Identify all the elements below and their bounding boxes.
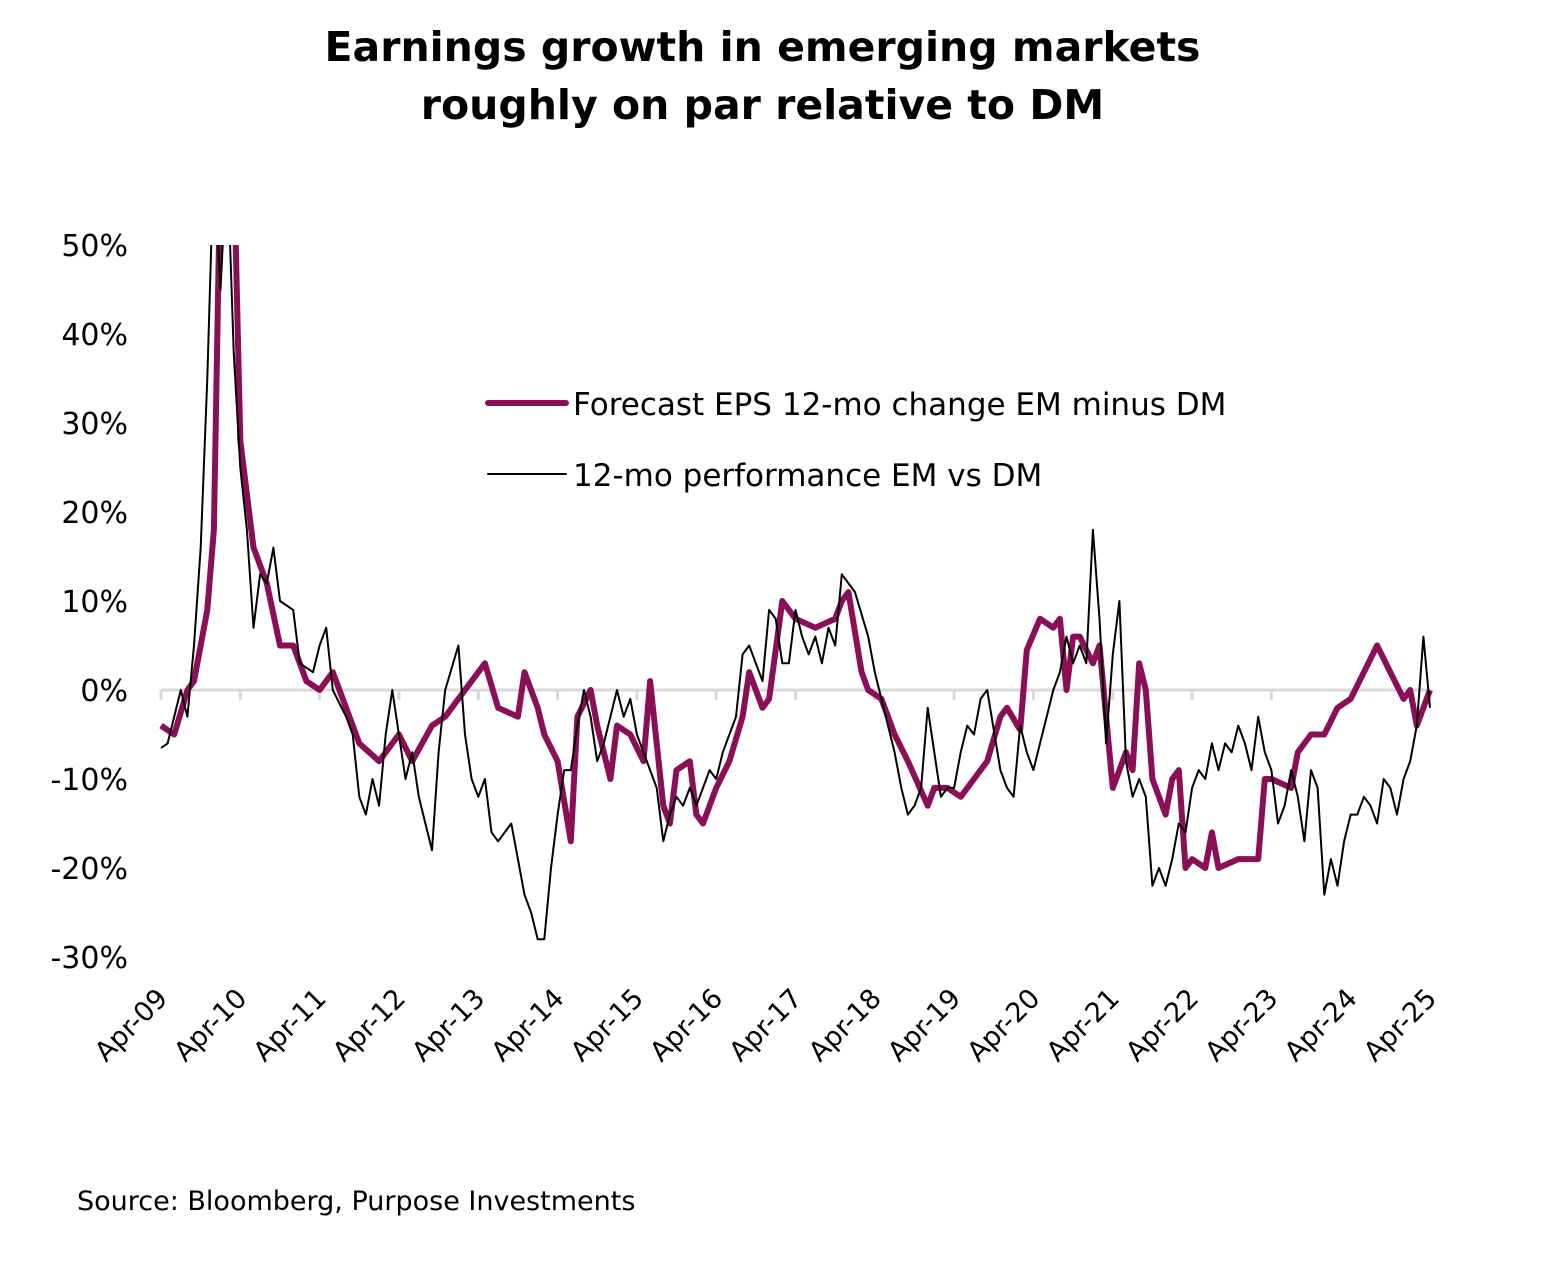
y-tick-label: 50%	[61, 229, 128, 264]
source-note: Source: Bloomberg, Purpose Investments	[77, 1186, 636, 1217]
legend-label: Forecast EPS 12-mo change EM minus DM	[573, 387, 1226, 423]
x-tick-label: Apr-17	[724, 983, 809, 1068]
legend: Forecast EPS 12-mo change EM minus DM 12-…	[485, 387, 1226, 494]
chart-title-line-1: Earnings growth in emerging markets	[324, 23, 1201, 71]
x-tick-label: Apr-22	[1120, 983, 1205, 1068]
y-tick-label: 30%	[61, 407, 128, 442]
x-tick-label: Apr-18	[803, 983, 888, 1068]
y-axis-tick-labels: 50% 40% 30% 20% 10% 0% -10% -20% -30%	[50, 229, 128, 976]
series-line-performance	[160, 245, 1431, 941]
x-tick-label: Apr-21	[1041, 983, 1126, 1068]
y-tick-label: 40%	[61, 318, 128, 353]
x-tick-label: Apr-12	[327, 983, 412, 1068]
x-tick-label: Apr-15	[565, 983, 650, 1068]
x-tick-label: Apr-24	[1279, 983, 1364, 1068]
series-layer	[159, 245, 1433, 941]
x-tick-label: Apr-20	[961, 983, 1046, 1068]
y-tick-label: -30%	[50, 941, 128, 976]
series-line-forecast-eps	[159, 245, 1433, 871]
y-tick-label: 10%	[61, 585, 128, 620]
x-tick-label: Apr-23	[1199, 983, 1284, 1068]
legend-label: 12-mo performance EM vs DM	[573, 458, 1042, 494]
x-tick-label: Apr-19	[882, 983, 967, 1068]
chart-title-line-2: roughly on par relative to DM	[420, 81, 1105, 129]
y-tick-label: -10%	[50, 763, 128, 798]
x-tick-label: Apr-14	[486, 983, 571, 1068]
chart-title: Earnings growth in emerging markets roug…	[0, 18, 1525, 134]
x-tick-label: Apr-11	[248, 983, 333, 1068]
x-axis: Apr-09Apr-10Apr-11Apr-12Apr-13Apr-14Apr-…	[89, 688, 1443, 1068]
x-tick-label: Apr-16	[644, 983, 729, 1068]
y-tick-label: 0%	[80, 674, 128, 709]
x-tick-label: Apr-13	[406, 983, 491, 1068]
x-tick-label: Apr-09	[89, 983, 174, 1068]
x-tick-label: Apr-10	[168, 983, 253, 1068]
y-tick-label: -20%	[50, 852, 128, 887]
y-tick-label: 20%	[61, 496, 128, 531]
x-tick-label: Apr-25	[1358, 983, 1443, 1068]
